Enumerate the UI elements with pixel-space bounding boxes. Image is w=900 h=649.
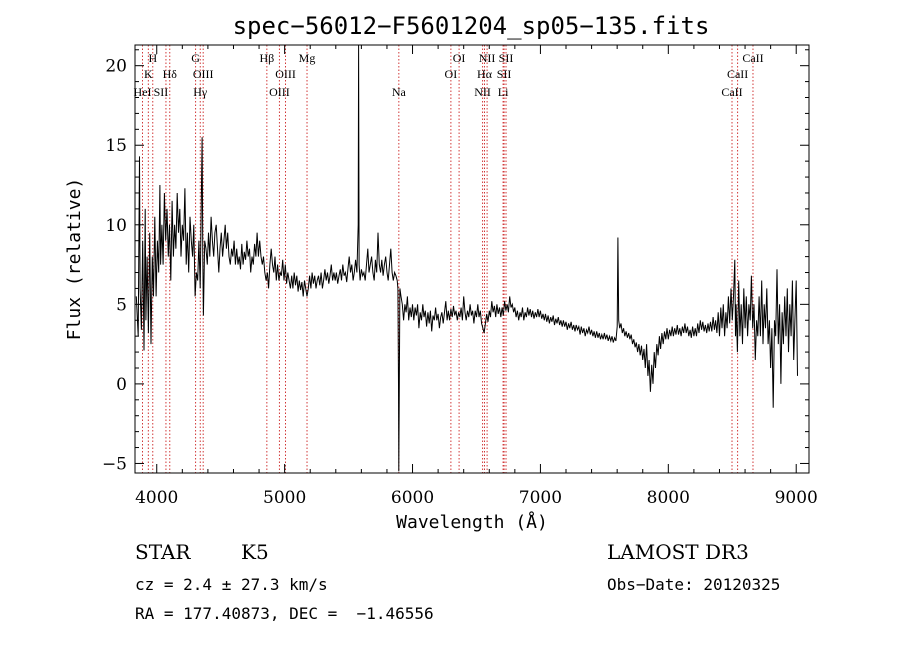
chart-title: spec−56012−F5601204_sp05−135.fits <box>233 12 710 40</box>
reference-line-label: Hβ <box>259 51 274 65</box>
reference-line-label: CaII <box>727 67 748 81</box>
reference-line-label: SII <box>499 51 514 65</box>
reference-line-label: OI <box>445 67 458 81</box>
reference-line-label: Hγ <box>193 85 208 99</box>
reference-line-label: SII <box>154 85 169 99</box>
x-axis-ticks: 4000 5000 6000 7000 8000 9000 <box>135 45 818 508</box>
survey-name: LAMOST DR3 <box>607 540 749 564</box>
plot-area <box>134 44 810 474</box>
reference-line-label: G <box>191 51 200 65</box>
plot-frame <box>134 44 810 474</box>
reference-line-label: OIII <box>193 67 214 81</box>
observation-date: Obs−Date: 20120325 <box>607 575 780 594</box>
x-tick-label: 8000 <box>647 488 690 508</box>
reference-lines <box>142 45 754 473</box>
y-tick-label: 10 <box>105 216 127 236</box>
reference-line-label: K <box>144 67 153 81</box>
y-tick-label: 20 <box>105 57 127 77</box>
flux-series-line <box>135 44 798 472</box>
reference-line-label: Na <box>392 85 407 99</box>
y-tick-label: 15 <box>105 136 127 156</box>
x-tick-label: 7000 <box>519 488 562 508</box>
reference-line-label: NII <box>474 85 491 99</box>
reference-line-labels: HeIKHSIIHδGHγOIIIHβOIIIOIIIMgNaOIOINIIHα… <box>134 51 764 99</box>
reference-line-label: CaII <box>742 51 763 65</box>
object-subclass: K5 <box>241 540 269 564</box>
y-tick-label: 5 <box>116 295 127 315</box>
reference-line-label: Hδ <box>163 67 178 81</box>
x-tick-label: 9000 <box>775 488 818 508</box>
reference-line-label: CaII <box>721 85 742 99</box>
x-tick-label: 5000 <box>263 488 306 508</box>
y-axis-ticks: −5 0 5 10 15 20 <box>102 49 809 474</box>
x-tick-label: 4000 <box>135 488 178 508</box>
reference-line-label: OI <box>453 51 466 65</box>
x-axis-label: Wavelength (Å) <box>396 511 548 533</box>
reference-line-label: HeI <box>134 85 152 99</box>
redshift-velocity: cz = 2.4 ± 27.3 km/s <box>135 575 328 594</box>
reference-line-label: Hα <box>477 67 493 81</box>
y-tick-label: −5 <box>102 454 127 474</box>
coordinates: RA = 177.40873, DEC = −1.46556 <box>135 604 434 623</box>
reference-line-label: SII <box>497 67 512 81</box>
y-axis-label: Flux (relative) <box>64 178 85 341</box>
reference-line-label: Mg <box>299 51 316 65</box>
reference-line-label: Li <box>498 85 509 99</box>
object-class: STAR <box>135 540 191 564</box>
reference-line-label: H <box>148 51 157 65</box>
reference-line-label: OIII <box>269 85 290 99</box>
x-tick-label: 6000 <box>391 488 434 508</box>
reference-line-label: OIII <box>275 67 296 81</box>
reference-line-label: NII <box>479 51 496 65</box>
y-tick-label: 0 <box>116 375 127 395</box>
